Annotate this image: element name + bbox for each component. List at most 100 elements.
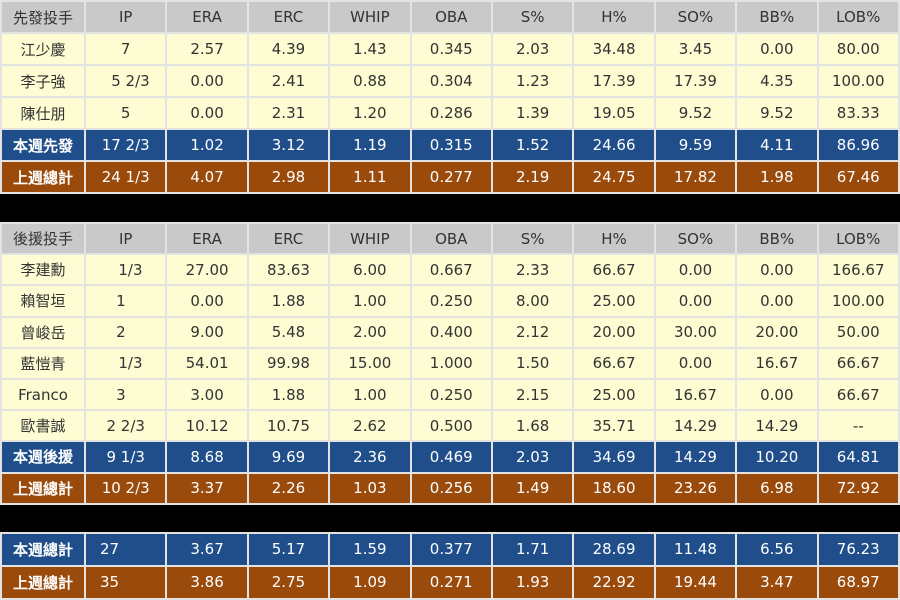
stat-cell: 2.03 <box>490 440 575 474</box>
stat-cell: 1.000 <box>409 346 493 380</box>
stat-cell: 0.00 <box>653 284 738 318</box>
stat-cell: 0.286 <box>409 96 493 130</box>
stat-cell: 9.00 <box>165 315 249 349</box>
stat-cell: 0.00 <box>165 284 249 318</box>
stat-cell: 5 <box>83 96 168 130</box>
stat-cell: 83.63 <box>246 253 331 287</box>
stat-cell: 76.23 <box>816 531 900 567</box>
stat-cell: 0.469 <box>409 440 493 474</box>
stat-cell: 2.03 <box>490 32 575 66</box>
section-divider <box>0 194 900 222</box>
stat-cell: 1/3 <box>83 346 168 380</box>
pitcher-row: 李子強 5 2/3 0.00 2.41 0.88 0.304 1.23 17.39 17.39… <box>0 64 900 98</box>
stat-cell: -- <box>816 409 900 443</box>
column-header: H% <box>572 0 656 34</box>
row-label: 上週總計 <box>0 471 86 505</box>
section-title: 先發投手 <box>0 0 86 34</box>
stat-cell: 0.315 <box>409 128 493 162</box>
stat-cell: 16.67 <box>735 346 819 380</box>
stat-cell: 0.250 <box>409 284 493 318</box>
stat-cell: 15.00 <box>328 346 412 380</box>
stat-cell: 0.00 <box>735 253 819 287</box>
stat-cell: 54.01 <box>165 346 249 380</box>
stat-cell: 1.71 <box>490 531 575 567</box>
stat-cell: 1/3 <box>83 253 168 287</box>
stat-cell: 0.00 <box>165 64 249 98</box>
stat-cell: 0.377 <box>409 531 493 567</box>
stat-cell: 4.39 <box>246 32 331 66</box>
stat-cell: 0.00 <box>165 96 249 130</box>
stat-cell: 2.26 <box>246 471 331 505</box>
pitcher-row: 江少慶 7 2.57 4.39 1.43 0.345 2.03 34.48 3.45 0.00 80… <box>0 32 900 66</box>
stat-cell: 20.00 <box>572 315 656 349</box>
stat-cell: 24.75 <box>572 160 656 194</box>
stat-cell: 2.98 <box>246 160 331 194</box>
stat-cell: 0.667 <box>409 253 493 287</box>
relievers-table: 後援投手 IP ERA ERC WHIP OBA S% H% SO% BB% LOB% 李建勳 1/3… <box>0 221 900 505</box>
stat-cell: 6.56 <box>735 531 819 567</box>
stat-cell: 25.00 <box>572 377 656 412</box>
stat-cell: 0.00 <box>735 284 819 318</box>
stat-cell: 34.48 <box>572 32 656 66</box>
stat-cell: 0.304 <box>409 64 493 98</box>
stat-cell: 1.59 <box>328 531 412 567</box>
stat-cell: 17.82 <box>653 160 738 194</box>
stat-cell: 3.67 <box>165 531 249 567</box>
stat-cell: 18.60 <box>572 471 656 505</box>
stat-cell: 2.00 <box>328 315 412 349</box>
stat-cell: 27.00 <box>165 253 249 287</box>
stat-cell: 0.88 <box>328 64 412 98</box>
stat-cell: 10 2/3 <box>83 471 168 505</box>
stat-cell: 2.19 <box>490 160 575 194</box>
stat-cell: 3.86 <box>165 564 249 600</box>
header-row: 後援投手 IP ERA ERC WHIP OBA S% H% SO% BB% LOB% <box>0 221 900 256</box>
last-week-row: 上週總計 24 1/3 4.07 2.98 1.11 0.277 2.19 24.75 17.8… <box>0 160 900 194</box>
stat-cell: 1.50 <box>490 346 575 380</box>
stat-cell: 2.75 <box>246 564 331 600</box>
stat-cell: 10.20 <box>735 440 819 474</box>
stat-cell: 2.62 <box>328 409 412 443</box>
stat-cell: 4.11 <box>735 128 819 162</box>
this-week-row: 本週先發 17 2/3 1.02 3.12 1.19 0.315 1.52 24.66 9.59… <box>0 128 900 162</box>
stat-cell: 67.46 <box>816 160 900 194</box>
column-header: LOB% <box>816 0 900 34</box>
stat-cell: 0.00 <box>735 32 819 66</box>
totals-table: 本週總計 27 3.67 5.17 1.59 0.377 1.71 28.69 11.48 6.5… <box>0 531 900 600</box>
stat-cell: 66.67 <box>816 346 900 380</box>
stat-cell: 3.12 <box>246 128 331 162</box>
stat-cell: 4.07 <box>165 160 249 194</box>
header-row: 先發投手 IP ERA ERC WHIP OBA S% H% SO% BB% LOB% <box>0 0 900 34</box>
column-header: OBA <box>409 221 493 256</box>
stat-cell: 0.00 <box>735 377 819 412</box>
stat-cell: 1.09 <box>328 564 412 600</box>
stat-cell: 6.98 <box>735 471 819 505</box>
stat-cell: 64.81 <box>816 440 900 474</box>
stat-cell: 66.67 <box>572 253 656 287</box>
stat-cell: 83.33 <box>816 96 900 130</box>
stat-cell: 4.35 <box>735 64 819 98</box>
stat-cell: 1.02 <box>165 128 249 162</box>
stat-cell: 0.500 <box>409 409 493 443</box>
pitcher-row: 賴智垣 1 0.00 1.88 1.00 0.250 8.00 25.00 0.00 0.00 1… <box>0 284 900 318</box>
stat-cell: 24 1/3 <box>83 160 168 194</box>
stat-cell: 9.59 <box>653 128 738 162</box>
this-week-total-row: 本週總計 27 3.67 5.17 1.59 0.377 1.71 28.69 11.48 6.5… <box>0 531 900 567</box>
stat-cell: 10.12 <box>165 409 249 443</box>
column-header: S% <box>490 0 575 34</box>
stat-cell: 27 <box>83 531 168 567</box>
pitcher-row: Franco 3 3.00 1.88 1.00 0.250 2.15 25.00 16.67 0… <box>0 377 900 412</box>
stat-cell: 100.00 <box>816 64 900 98</box>
row-label: 本週後援 <box>0 440 86 474</box>
stat-cell: 19.44 <box>653 564 738 600</box>
stat-cell: 24.66 <box>572 128 656 162</box>
column-header: WHIP <box>328 0 412 34</box>
row-label: 上週總計 <box>0 160 86 194</box>
column-header: H% <box>572 221 656 256</box>
stat-cell: 9 1/3 <box>83 440 168 474</box>
section-divider <box>0 504 900 532</box>
column-header: BB% <box>735 0 819 34</box>
stat-cell: 1.98 <box>735 160 819 194</box>
stat-cell: 34.69 <box>572 440 656 474</box>
stat-cell: 22.92 <box>572 564 656 600</box>
